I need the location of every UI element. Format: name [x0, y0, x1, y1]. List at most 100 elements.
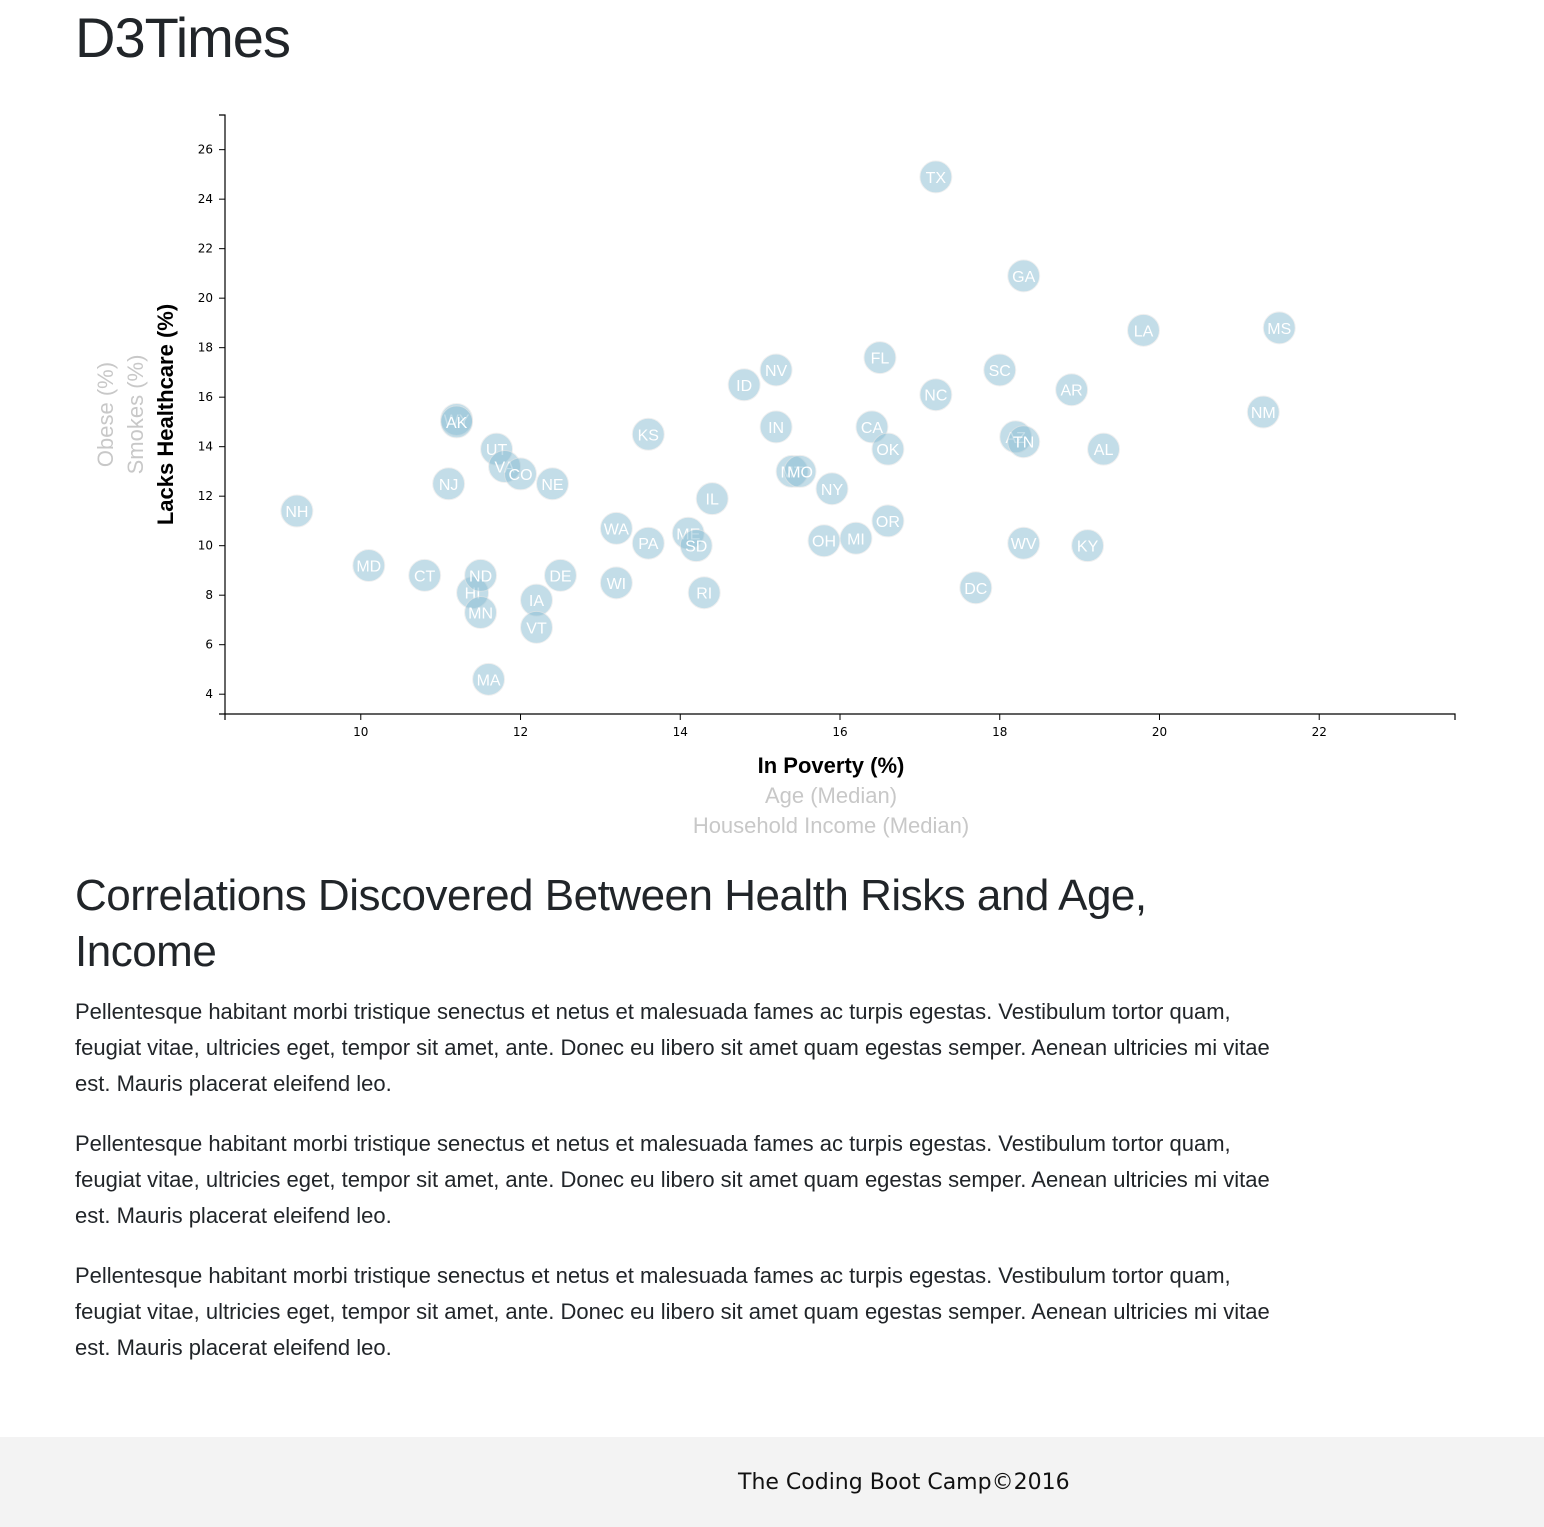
state-circle[interactable] — [1007, 526, 1041, 560]
x-axis-label-0[interactable]: In Poverty (%) — [758, 753, 905, 778]
state-point-in[interactable]: IN — [759, 410, 793, 444]
state-circle[interactable] — [863, 341, 897, 375]
state-point-or[interactable]: OR — [871, 504, 905, 538]
state-circle[interactable] — [959, 571, 993, 605]
state-circle[interactable] — [1007, 259, 1041, 293]
state-point-mo[interactable]: MO — [783, 454, 817, 488]
state-point-nd[interactable]: ND — [464, 558, 498, 592]
state-circle[interactable] — [631, 526, 665, 560]
state-point-dc[interactable]: DC — [959, 571, 993, 605]
state-circle[interactable] — [464, 558, 498, 592]
state-circle[interactable] — [871, 504, 905, 538]
state-circle[interactable] — [599, 566, 633, 600]
state-point-ri[interactable]: RI — [687, 576, 721, 610]
y-axis-label-1[interactable]: Smokes (%) — [123, 355, 148, 475]
state-point-nm[interactable]: NM — [1246, 395, 1280, 429]
state-circle[interactable] — [679, 529, 713, 563]
state-circle[interactable] — [631, 417, 665, 451]
state-point-il[interactable]: IL — [695, 482, 729, 516]
state-point-ct[interactable]: CT — [408, 558, 442, 592]
state-circle[interactable] — [599, 511, 633, 545]
state-circle[interactable] — [727, 368, 761, 402]
state-point-md[interactable]: MD — [352, 548, 386, 582]
state-point-la[interactable]: LA — [1127, 313, 1161, 347]
state-circle[interactable] — [464, 596, 498, 630]
state-circle[interactable] — [1071, 529, 1105, 563]
state-point-co[interactable]: CO — [504, 457, 538, 491]
state-point-sd[interactable]: SD — [679, 529, 713, 563]
state-point-ar[interactable]: AR — [1055, 373, 1089, 407]
state-point-tx[interactable]: TX — [919, 160, 953, 194]
state-point-wv[interactable]: WV — [1007, 526, 1041, 560]
state-point-ak[interactable]: AK — [440, 405, 474, 439]
state-circle[interactable] — [440, 405, 474, 439]
state-point-tn[interactable]: TN — [1007, 425, 1041, 459]
state-circle[interactable] — [839, 521, 873, 555]
state-circle[interactable] — [352, 548, 386, 582]
state-circle[interactable] — [919, 160, 953, 194]
state-circle[interactable] — [919, 378, 953, 412]
state-circle[interactable] — [1055, 373, 1089, 407]
x-axis-label-1[interactable]: Age (Median) — [765, 783, 897, 808]
state-circle[interactable] — [815, 472, 849, 506]
state-circle[interactable] — [408, 558, 442, 592]
state-point-wi[interactable]: WI — [599, 566, 633, 600]
state-point-nh[interactable]: NH — [280, 494, 314, 528]
state-circle[interactable] — [1007, 425, 1041, 459]
state-circle[interactable] — [687, 576, 721, 610]
state-point-ms[interactable]: MS — [1262, 311, 1296, 345]
state-point-ok[interactable]: OK — [871, 432, 905, 466]
state-point-mi[interactable]: MI — [839, 521, 873, 555]
state-circle[interactable] — [432, 467, 466, 501]
state-circle[interactable] — [280, 494, 314, 528]
state-circle[interactable] — [543, 558, 577, 592]
state-circle[interactable] — [1246, 395, 1280, 429]
state-circle[interactable] — [783, 454, 817, 488]
state-circle[interactable] — [759, 410, 793, 444]
state-label: SD — [685, 539, 707, 556]
state-point-ks[interactable]: KS — [631, 417, 665, 451]
state-point-id[interactable]: ID — [727, 368, 761, 402]
state-point-fl[interactable]: FL — [863, 341, 897, 375]
state-point-ky[interactable]: KY — [1071, 529, 1105, 563]
state-circle[interactable] — [472, 662, 506, 696]
state-circle[interactable] — [983, 353, 1017, 387]
state-circle[interactable] — [504, 457, 538, 491]
state-point-ne[interactable]: NE — [535, 467, 569, 501]
state-point-de[interactable]: DE — [543, 558, 577, 592]
article: Correlations Discovered Between Health R… — [75, 868, 1285, 1390]
state-circle[interactable] — [759, 353, 793, 387]
state-point-sc[interactable]: SC — [983, 353, 1017, 387]
state-point-mn[interactable]: MN — [464, 596, 498, 630]
state-label: NY — [821, 482, 844, 499]
state-point-pa[interactable]: PA — [631, 526, 665, 560]
state-point-ma[interactable]: MA — [472, 662, 506, 696]
state-point-oh[interactable]: OH — [807, 524, 841, 558]
y-axis-label-0[interactable]: Lacks Healthcare (%) — [153, 304, 178, 525]
y-tick-label: 12 — [198, 489, 213, 503]
state-point-vt[interactable]: VT — [519, 610, 553, 644]
state-point-nc[interactable]: NC — [919, 378, 953, 412]
state-circle[interactable] — [871, 432, 905, 466]
y-axis-label-2[interactable]: Obese (%) — [93, 362, 118, 467]
state-point-al[interactable]: AL — [1087, 432, 1121, 466]
state-circle[interactable] — [519, 610, 553, 644]
state-point-ia[interactable]: IA — [519, 583, 553, 617]
state-point-nv[interactable]: NV — [759, 353, 793, 387]
state-label: CO — [509, 467, 533, 484]
state-point-nj[interactable]: NJ — [432, 467, 466, 501]
state-circle[interactable] — [535, 467, 569, 501]
state-label: WI — [607, 576, 627, 593]
state-circle[interactable] — [1087, 432, 1121, 466]
state-circle[interactable] — [1127, 313, 1161, 347]
state-point-ga[interactable]: GA — [1007, 259, 1041, 293]
state-label: MO — [787, 464, 813, 481]
state-circle[interactable] — [695, 482, 729, 516]
y-tick-label: 24 — [198, 192, 213, 206]
x-axis-label-2[interactable]: Household Income (Median) — [693, 813, 969, 838]
state-circle[interactable] — [1262, 311, 1296, 345]
state-label: OR — [876, 514, 900, 531]
state-point-ny[interactable]: NY — [815, 472, 849, 506]
state-label: OH — [812, 534, 836, 551]
state-point-wa[interactable]: WA — [599, 511, 633, 545]
